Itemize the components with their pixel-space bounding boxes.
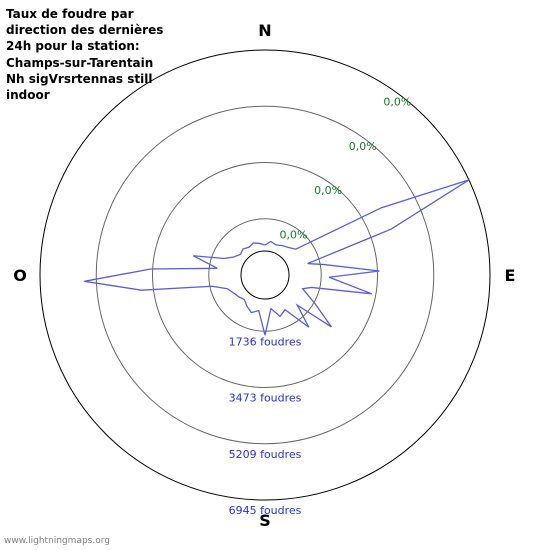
ring-label-percent: 0,0%: [314, 184, 342, 197]
ring-label-foudres: 1736 foudres: [229, 335, 302, 348]
cardinal-label: N: [258, 21, 271, 40]
ring-label-percent: 0,0%: [349, 140, 377, 153]
ring-label-foudres: 6945 foudres: [229, 504, 302, 517]
ring-label-foudres: 3473 foudres: [229, 392, 302, 405]
center-hub: [241, 251, 289, 299]
ring-label-foudres: 5209 foudres: [229, 448, 302, 461]
ring-label-percent: 0,0%: [383, 96, 411, 109]
footer-credit: www.lightningmaps.org: [4, 536, 110, 546]
cardinal-label: E: [505, 266, 516, 285]
cardinal-label: O: [13, 266, 27, 285]
ring-label-percent: 0,0%: [279, 229, 307, 242]
chart-title: Taux de foudre par direction des dernièr…: [6, 6, 166, 103]
